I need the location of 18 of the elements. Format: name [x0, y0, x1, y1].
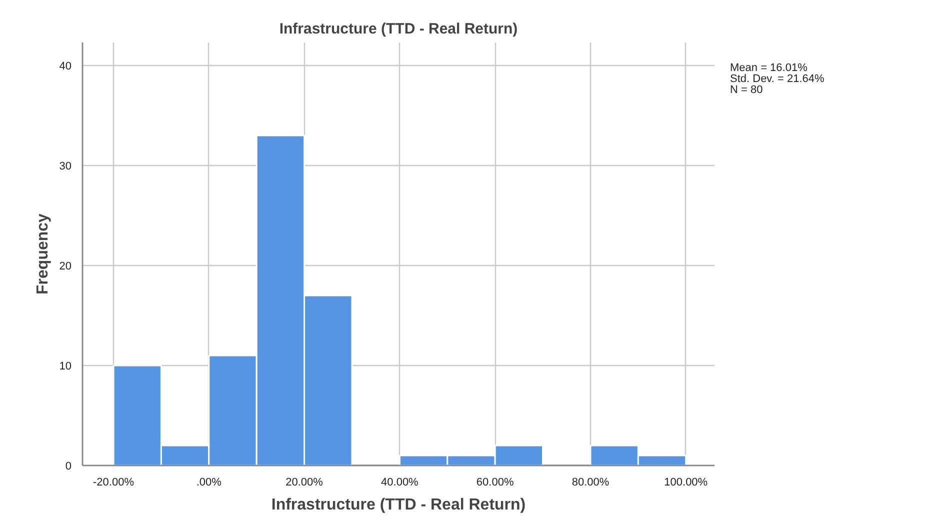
x-tick-label: 20.00% — [286, 476, 324, 488]
text: Std. Dev. = 21.64% — [730, 73, 824, 85]
x-tick-label: -20.00% — [93, 476, 134, 488]
y-tick-label: 10 — [59, 360, 72, 372]
x-tick-label: .00% — [196, 476, 222, 488]
x-tick-label: 60.00% — [476, 476, 514, 488]
chart-title: Infrastructure (TTD - Real Return) — [279, 20, 518, 38]
y-tick-label: 20 — [59, 260, 72, 272]
x-tick-label: 80.00% — [572, 476, 610, 488]
text: N = 80 — [730, 84, 763, 96]
y-axis-title: Frequency — [34, 213, 52, 294]
x-tick-label: 100.00% — [664, 476, 708, 488]
x-axis-title: Infrastructure (TTD - Real Return) — [271, 496, 526, 514]
y-tick-label: 0 — [65, 460, 72, 472]
text: Mean = 16.01% — [730, 62, 808, 74]
y-tick-label: 30 — [59, 160, 72, 172]
y-tick-label: 40 — [59, 60, 72, 72]
x-tick-label: 40.00% — [381, 476, 419, 488]
